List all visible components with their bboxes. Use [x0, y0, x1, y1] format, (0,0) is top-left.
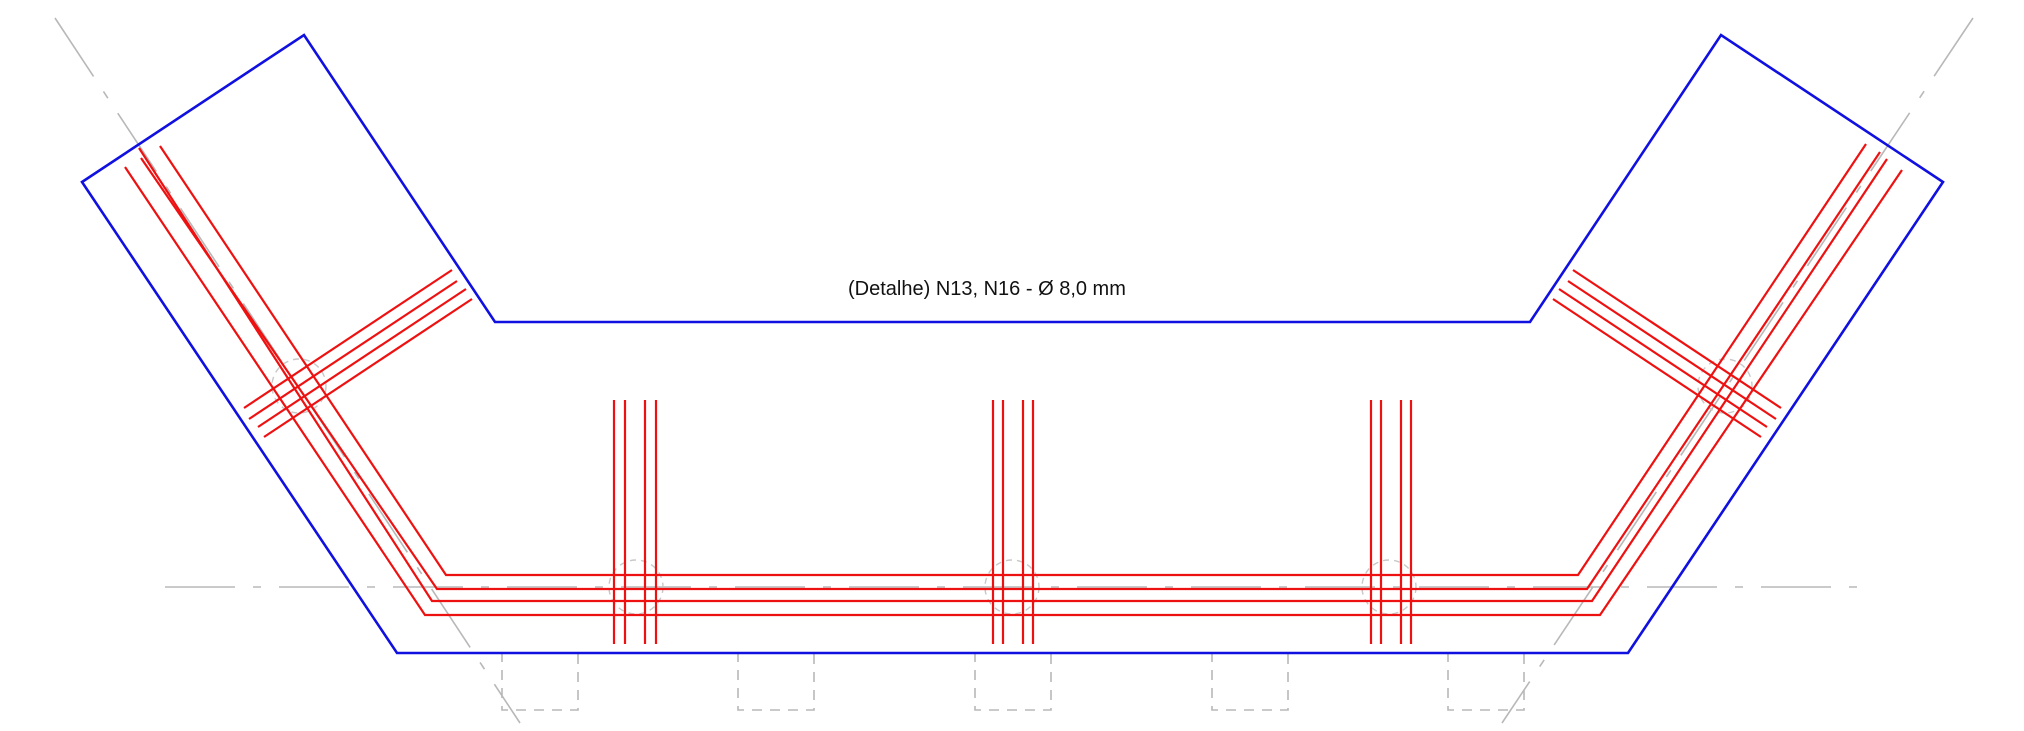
right-diagonal-axis-line — [1501, 17, 1974, 724]
hidden-column-outline — [501, 652, 579, 711]
longitudinal-bar — [124, 166, 1903, 617]
longitudinal-bar — [159, 143, 1867, 577]
construction-lines — [54, 17, 1974, 724]
longitudinal-rebar — [124, 143, 1903, 617]
transverse-rebar-group-right — [1552, 269, 1782, 438]
detail-caption: (Detalhe) N13, N16 - Ø 8,0 mm — [848, 278, 1126, 300]
transverse-rebar-group — [991, 400, 1035, 644]
hidden-column-outline — [1447, 652, 1525, 711]
transverse-bar — [243, 269, 453, 409]
transverse-bar — [263, 298, 473, 438]
left-diagonal-axis-line — [54, 17, 521, 724]
transverse-bar — [1572, 269, 1782, 409]
slab-outline — [80, 33, 1945, 655]
intersection-ring — [1697, 358, 1753, 414]
transverse-rebar-group-left — [243, 269, 473, 438]
intersection-ring — [1361, 559, 1417, 615]
intersection-ring — [984, 559, 1040, 615]
transverse-bar — [1552, 298, 1762, 438]
hidden-column-outline — [737, 652, 815, 711]
transverse-bar — [257, 288, 467, 428]
intersection-ring — [608, 559, 664, 615]
transverse-bar — [248, 280, 458, 420]
transverse-bar — [1567, 280, 1777, 420]
transverse-bar — [1558, 288, 1768, 428]
hidden-column-outline — [1211, 652, 1289, 711]
hidden-column-outline — [974, 652, 1052, 711]
longitudinal-bar — [140, 151, 1881, 591]
transverse-rebar-group — [612, 400, 658, 644]
transverse-rebar-group — [1369, 400, 1413, 644]
intersection-ring — [271, 358, 327, 414]
